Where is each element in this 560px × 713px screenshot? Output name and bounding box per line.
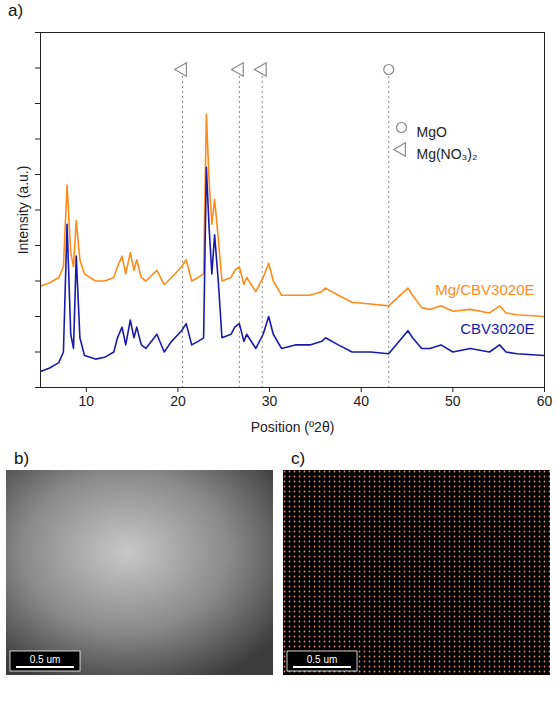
html-text:a): a) bbox=[8, 1, 24, 20]
svg-text:50: 50 bbox=[445, 393, 461, 409]
svg-text:0.5 um: 0.5 um bbox=[30, 654, 61, 665]
svg-text:20: 20 bbox=[170, 393, 186, 409]
svg-text:40: 40 bbox=[353, 393, 369, 409]
svg-text:Mg/CBV3020E: Mg/CBV3020E bbox=[435, 281, 534, 298]
svg-text:60: 60 bbox=[537, 393, 553, 409]
svg-text:10: 10 bbox=[79, 393, 95, 409]
html-text:b): b) bbox=[14, 449, 30, 468]
svg-text:Intensity (a.u.): Intensity (a.u.) bbox=[15, 166, 31, 255]
svg-text:30: 30 bbox=[262, 393, 278, 409]
svg-text:Mg(NO₃)₂: Mg(NO₃)₂ bbox=[417, 146, 478, 162]
svg-text:0.5 um: 0.5 um bbox=[307, 654, 338, 665]
svg-text:Position (º2θ): Position (º2θ) bbox=[251, 419, 335, 435]
svg-text:MgO: MgO bbox=[417, 124, 447, 140]
svg-text:CBV3020E: CBV3020E bbox=[460, 320, 534, 337]
html-text:c): c) bbox=[291, 449, 306, 468]
